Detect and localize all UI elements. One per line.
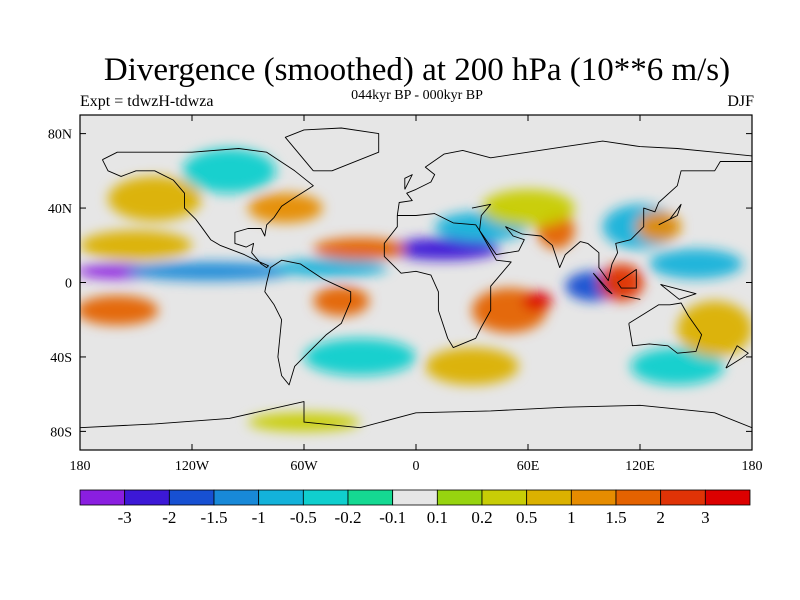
field-anomaly-22 — [481, 189, 575, 227]
field-anomaly-21 — [108, 176, 202, 222]
field-anomaly-2 — [276, 258, 388, 277]
colorbar-label: -1.5 — [201, 508, 228, 527]
y-tick-label: 80N — [48, 128, 72, 143]
colorbar-swatch-10 — [526, 489, 572, 506]
colorbar-swatch-13 — [660, 489, 706, 506]
colorbar-label: 0.1 — [427, 508, 448, 527]
field-anomaly-10 — [630, 347, 724, 385]
field-anomaly-7 — [649, 249, 743, 279]
colorbar-swatch-2 — [168, 489, 215, 506]
coastline-10 — [617, 269, 637, 289]
field-anomaly-3 — [388, 237, 500, 261]
season-label: DJF — [727, 93, 754, 110]
colorbar-swatch-4 — [258, 489, 304, 506]
colorbar-label: 2 — [656, 508, 665, 527]
x-tick-label: 120W — [175, 459, 210, 474]
colorbar-swatch-6 — [347, 489, 394, 506]
chart-title: Divergence (smoothed) at 200 hPa (10**6 … — [103, 52, 731, 88]
colorbar-swatch-9 — [481, 489, 528, 506]
field-anomaly-14 — [313, 286, 370, 316]
field-anomaly-12 — [80, 230, 192, 261]
colorbar-label: -2 — [162, 508, 176, 527]
x-tick-label: 120E — [625, 459, 655, 474]
colorbar-swatch-0 — [79, 489, 126, 506]
coastline-2 — [383, 213, 512, 349]
x-tick-label: 0 — [413, 459, 420, 474]
colorbar-swatch-11 — [570, 489, 617, 506]
coastline-4 — [471, 161, 752, 282]
field-anomaly-13 — [313, 237, 407, 261]
map-background — [80, 115, 752, 450]
x-tick-label: 180 — [70, 459, 91, 474]
divergence-field — [80, 148, 752, 432]
coastline-1 — [264, 259, 352, 386]
coastline-6 — [80, 401, 752, 429]
coastline-14 — [404, 174, 413, 190]
colorbar-swatch-12 — [615, 489, 662, 506]
field-anomaly-20 — [248, 193, 323, 223]
coastline-12 — [658, 203, 682, 226]
colorbar-label: 3 — [701, 508, 710, 527]
field-anomaly-19 — [636, 211, 682, 242]
field-anomaly-1 — [126, 262, 295, 281]
colorbar-label: -0.2 — [335, 508, 362, 527]
coastline-11 — [660, 283, 697, 300]
colorbar-swatch-5 — [302, 489, 349, 506]
coastline-13 — [725, 345, 749, 369]
y-tick-label: 0 — [65, 277, 72, 292]
coastline-0 — [101, 148, 314, 269]
colorbar-label: -1 — [252, 508, 266, 527]
colorbar-label: 1 — [567, 508, 576, 527]
coastline-3 — [396, 140, 752, 216]
map-panel: 180 120W 60W 0 60E 120E 180 80N 40N 0 40S 80S — [48, 114, 763, 474]
colorbar-label: 1.5 — [605, 508, 626, 527]
x-tick-label: 60W — [290, 459, 318, 474]
coastline-5 — [628, 302, 703, 354]
period-label: 044kyr BP - 000kyr BP — [351, 88, 483, 103]
colorbar-label: 0.5 — [516, 508, 537, 527]
field-anomaly-24 — [677, 301, 752, 357]
colorbar: -3 -2 -1.5 -1 -0.5 -0.2 -0.1 0.1 0.2 0.5 1 1.5 2 3 — [79, 489, 751, 527]
x-tick-label: 180 — [742, 459, 763, 474]
field-anomaly-9 — [304, 338, 416, 376]
axis-ticks: 180 120W 60W 0 60E 120E 180 80N 40N 0 40S 80S — [48, 115, 763, 474]
field-anomaly-16 — [522, 291, 553, 311]
field-anomaly-25 — [425, 347, 519, 385]
y-tick-label: 80S — [50, 425, 72, 440]
colorbar-label: -0.1 — [379, 508, 406, 527]
field-anomaly-5 — [182, 148, 276, 194]
coastline-8 — [592, 272, 613, 295]
colorbar-label: 0.2 — [471, 508, 492, 527]
y-tick-label: 40S — [50, 351, 72, 366]
experiment-label: Expt = tdwzH-tdwza — [80, 93, 214, 110]
colorbar-label: -3 — [118, 508, 132, 527]
colorbar-swatch-7 — [392, 489, 438, 506]
colorbar-swatch-8 — [436, 489, 483, 506]
coastline-9 — [621, 295, 641, 300]
colorbar-swatch-3 — [213, 489, 260, 506]
x-tick-label: 60E — [517, 459, 540, 474]
coastline-7 — [284, 127, 380, 172]
colorbar-swatch-14 — [704, 489, 751, 506]
colorbar-label: -0.5 — [290, 508, 317, 527]
coastlines — [80, 127, 752, 429]
y-tick-label: 40N — [48, 202, 72, 217]
colorbar-swatch-1 — [124, 489, 170, 506]
field-anomaly-11 — [80, 295, 159, 326]
